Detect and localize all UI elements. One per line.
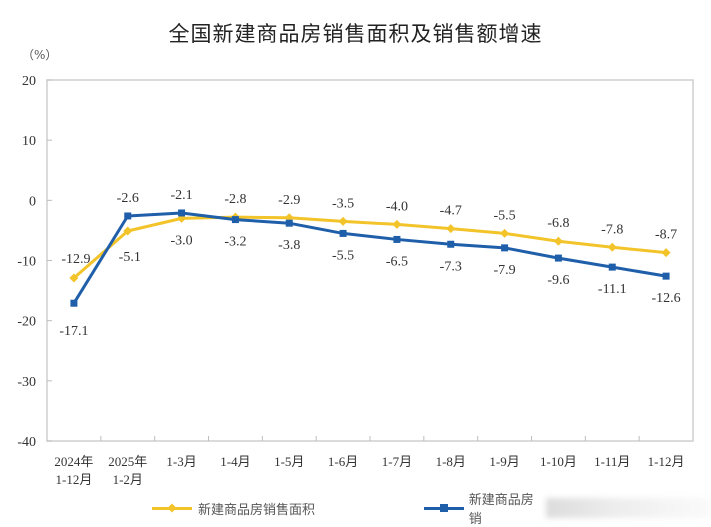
data-label: -11.1 (598, 282, 627, 297)
series-layer (69, 209, 671, 307)
y-tick-label: 10 (22, 134, 36, 149)
legend-marker-square-icon (424, 501, 464, 515)
data-label: -2.8 (224, 192, 246, 207)
diamond-marker-icon (661, 248, 671, 258)
square-marker-icon (70, 299, 78, 307)
data-label: -6.5 (386, 254, 408, 269)
axes: 20 10 0 -10 -20 -30 -40 2024年 1-12月 2025年 1-2月 1-3月… (17, 74, 694, 487)
y-tick-label: 0 (29, 194, 36, 209)
legend-marker-diamond-icon (152, 501, 192, 515)
x-tick-label: 1-6月 (328, 454, 358, 469)
diamond-marker-icon (392, 219, 402, 229)
legend-item-sales-amount: 新建商品房销 (424, 493, 711, 527)
y-tick-label: -20 (17, 315, 36, 330)
data-label: -3.8 (278, 238, 300, 253)
data-label: -3.2 (224, 235, 246, 250)
data-label: -4.0 (386, 199, 408, 214)
x-tick-label: 1-9月 (489, 454, 519, 469)
data-label: -7.9 (493, 263, 515, 278)
data-label: -7.3 (440, 259, 462, 274)
series-sales-amount (70, 209, 670, 307)
x-tick-label: 2025年 (108, 454, 147, 469)
x-tick-label: 1-5月 (274, 454, 304, 469)
y-axis-unit-label: （%） (22, 48, 58, 62)
y-tick-label: -10 (17, 255, 36, 270)
legend-label: 新建商品房销 (468, 493, 534, 527)
x-tick-label: 1-8月 (436, 454, 466, 469)
square-marker-icon (339, 229, 347, 237)
x-tick-label: 1-12月 (648, 454, 685, 469)
data-label: -3.0 (170, 233, 192, 248)
data-label: -6.8 (547, 216, 569, 231)
data-label: -12.9 (61, 252, 90, 267)
square-marker-icon (124, 212, 132, 220)
x-tick-label: 1-3月 (166, 454, 196, 469)
legend-label: 新建商品房销售面积 (198, 502, 316, 518)
series-line (72, 215, 667, 280)
x-tick-label: 1-12月 (55, 472, 92, 487)
data-label: -17.1 (59, 324, 88, 339)
x-tick-label: 1-7月 (382, 454, 412, 469)
square-marker-icon (231, 216, 239, 224)
diamond-marker-icon (338, 216, 348, 226)
data-label: -5.5 (332, 248, 354, 263)
legend-item-sales-area: 新建商品房销售面积 (152, 497, 315, 519)
data-label: -4.7 (440, 204, 462, 219)
data-label: -2.9 (278, 193, 300, 208)
square-marker-icon (608, 263, 616, 271)
y-tick-label: -40 (17, 435, 36, 450)
data-label: -9.6 (547, 273, 569, 288)
chart-title: 全国新建商品房销售面积及销售额增速 (168, 22, 543, 46)
data-label: -2.1 (170, 188, 192, 203)
square-marker-icon (178, 209, 186, 217)
x-tick-label: 1-11月 (594, 454, 630, 469)
x-tick-label: 1-10月 (540, 454, 577, 469)
data-label: -5.1 (119, 250, 141, 265)
data-label: -12.6 (651, 291, 680, 306)
diamond-marker-icon (553, 236, 563, 246)
x-tick-label: 1-2月 (113, 472, 143, 487)
square-marker-icon (285, 219, 293, 227)
data-label: -7.8 (601, 222, 623, 237)
square-marker-icon (501, 244, 509, 252)
plot-frame (46, 79, 694, 442)
diamond-marker-icon (123, 226, 133, 236)
diamond-marker-icon (607, 242, 617, 252)
y-tick-label: -30 (17, 375, 36, 390)
data-labels: -12.9 -5.1 -3.0 -2.8 -2.9 -3.5 -4.0 -4.7 -5.5 -6.… (59, 188, 680, 339)
obscured-region (546, 498, 711, 518)
square-marker-icon (393, 235, 401, 243)
data-label: -5.5 (493, 208, 515, 223)
data-label: -8.7 (655, 228, 677, 243)
square-marker-icon (447, 240, 455, 248)
square-marker-icon (662, 272, 670, 280)
diamond-marker-icon (446, 224, 456, 234)
series-line (72, 211, 667, 305)
x-tick-label: 2024年 (54, 454, 93, 469)
y-tick-label: 20 (22, 74, 36, 89)
diamond-marker-icon (69, 273, 79, 283)
x-tick-label: 1-4月 (220, 454, 250, 469)
data-label: -2.6 (117, 191, 139, 206)
square-marker-icon (554, 254, 562, 262)
diamond-marker-icon (500, 228, 510, 238)
series-sales-area (69, 212, 671, 283)
data-label: -3.5 (332, 196, 354, 211)
